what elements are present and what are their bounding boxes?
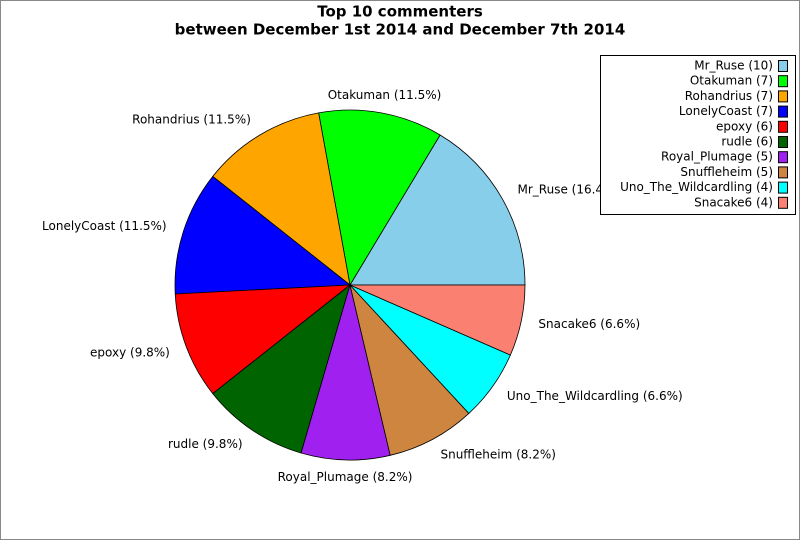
slice-label: Rohandrius (11.5%) bbox=[132, 112, 251, 126]
legend-label: Uno_The_Wildcardling (4) bbox=[620, 180, 773, 194]
legend-label: rudle (6) bbox=[721, 135, 773, 149]
pie-slice bbox=[174, 175, 352, 295]
slice-label: Snacake6 (6.6%) bbox=[538, 317, 640, 331]
slice-label: epoxy (9.8%) bbox=[90, 345, 170, 359]
slice-label: rudle (9.8%) bbox=[168, 437, 243, 451]
legend-label: Snacake6 (4) bbox=[694, 195, 773, 209]
legend-swatch bbox=[778, 60, 788, 72]
slice-label: Mr_Ruse (16.4%) bbox=[518, 183, 620, 197]
legend-swatch bbox=[778, 181, 788, 194]
pie-slice bbox=[318, 109, 441, 287]
legend-swatch bbox=[778, 196, 788, 209]
pie-slice bbox=[300, 283, 391, 461]
pie-slice bbox=[349, 134, 526, 286]
pie-slice bbox=[349, 283, 470, 456]
legend-label: Mr_Ruse (10) bbox=[694, 59, 773, 73]
legend-swatch bbox=[778, 120, 788, 133]
slice-label: Uno_The_Wildcardling (6.6%) bbox=[507, 389, 683, 403]
chart-title: Top 10 commenters bbox=[317, 3, 483, 21]
pie-slice bbox=[349, 284, 526, 356]
pie-slice bbox=[212, 283, 351, 454]
legend-box bbox=[600, 55, 796, 215]
legend-label: Rohandrius (7) bbox=[685, 89, 773, 103]
legend-swatch bbox=[778, 90, 788, 103]
legend-label: epoxy (6) bbox=[716, 119, 773, 133]
slice-label: LonelyCoast (11.5%) bbox=[42, 219, 167, 233]
chart-subtitle: between December 1st 2014 and December 7… bbox=[175, 21, 626, 39]
legend-swatch bbox=[778, 166, 788, 179]
legend-label: Otakuman (7) bbox=[690, 74, 773, 88]
legend-label: Snuffleheim (5) bbox=[680, 165, 773, 179]
slice-label: Otakuman (11.5%) bbox=[328, 88, 442, 102]
legend-label: Royal_Plumage (5) bbox=[661, 150, 773, 164]
slice-label: Snuffleheim (8.2%) bbox=[440, 447, 556, 461]
legend-swatch bbox=[778, 105, 788, 118]
legend-swatch bbox=[778, 75, 788, 88]
slice-label: Royal_Plumage (8.2%) bbox=[278, 470, 413, 484]
legend-swatch bbox=[778, 136, 788, 148]
legend-label: LonelyCoast (7) bbox=[679, 104, 773, 118]
pie-slice bbox=[174, 284, 352, 395]
legend-swatch bbox=[778, 151, 788, 164]
pie-slice bbox=[212, 112, 351, 286]
